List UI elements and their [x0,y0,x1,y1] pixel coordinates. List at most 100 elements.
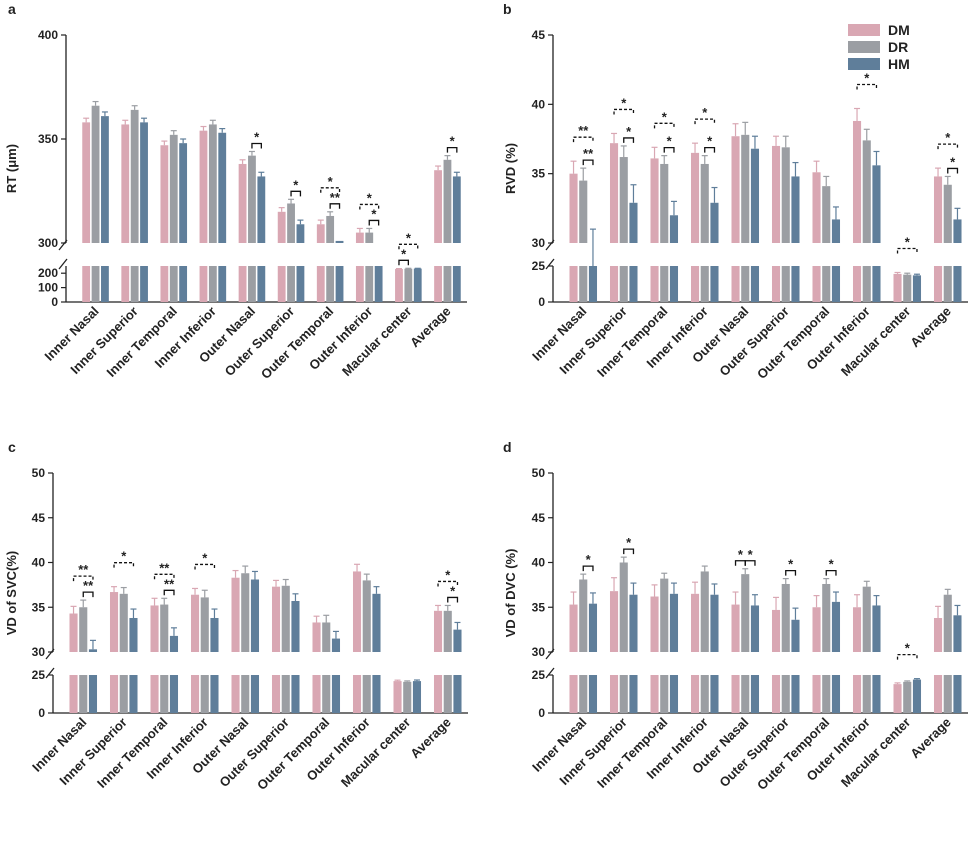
bar-dm-lower [433,675,443,713]
bar-dr [322,622,331,652]
bar-hm-lower [953,266,962,302]
bar-dm [569,173,578,243]
bar-hm [250,579,260,652]
bar-dm [395,269,403,302]
bar-dm [316,224,325,243]
significance-label: * [586,552,592,567]
bar-dr [660,163,669,243]
bar-dm [609,143,619,243]
bar-dr [281,585,290,652]
significance-label: * [254,129,260,144]
bar-hm [452,176,461,243]
bar-dr [326,215,335,243]
bracket-line [163,589,175,596]
bar-hm [872,165,881,243]
bar-dm [933,617,943,652]
bar-dr-lower [943,266,952,302]
bracket-line [320,187,341,193]
bar-hm-lower [169,675,179,713]
y-tick-label: 0 [538,295,545,309]
bar-dm [852,120,862,243]
significance-bracket: * [251,129,262,149]
x-tick-label: Inner Temporal [594,304,670,380]
bracket-line [947,167,959,174]
bar-dr [903,274,912,302]
bar-hm-lower [140,266,148,302]
y-tick-label: 35 [532,600,546,614]
bar-dm-lower [650,266,659,302]
y-tick-label: 30 [32,645,46,659]
significance-label: * [450,134,456,149]
bar-dr [130,109,139,243]
bracket-line [153,573,175,580]
bracket-line [785,569,797,576]
significance-bracket: * [446,134,458,153]
x-tick-label: Macular center [838,715,913,790]
bar-dm-lower [352,675,362,713]
bar-dm-lower [150,675,159,713]
significance-label: * [328,174,334,189]
bar-dr [822,583,831,652]
bar-dr [579,180,588,243]
bar-dr [79,607,88,652]
bar-dm [434,170,442,243]
bar-dm [852,607,862,652]
bar-hm [257,176,266,243]
x-tick-label: Outer Superior [716,715,791,790]
legend-swatch-dm [848,24,880,36]
bar-hm-lower [335,266,344,302]
bar-hm [953,615,962,652]
bracket-line [368,219,380,226]
bar-hm [831,601,841,652]
bracket-line [623,548,635,555]
bar-dr-lower [700,675,709,713]
significance-label: * [367,190,373,205]
y-tick-label: 40 [32,556,46,570]
bar-dr [822,186,831,243]
bar-hm [88,649,98,652]
bar-hm [831,219,841,243]
bar-dr-lower [362,675,371,713]
bar-dm [731,604,740,652]
bar-hm [101,116,109,243]
bar-dr [362,580,371,652]
bar-dm-lower [434,266,442,302]
significance-label: * [945,130,951,145]
significance-bracket: * [368,206,380,226]
bar-dr-lower [619,266,628,302]
bar-dm-lower [238,266,247,302]
bar-dr-lower [579,675,588,713]
bar-hm [669,593,679,652]
bar-dr [91,105,100,243]
y-tick-label: 45 [32,511,46,525]
bar-hm [412,681,422,713]
bar-hm [372,593,381,652]
bar-dm [609,591,619,652]
significance-label: ** [330,190,341,205]
panel-letter: b [503,1,512,17]
significance-bracket: * [653,109,675,129]
significance-bracket: ** [582,146,594,166]
bar-dm-lower [690,266,700,302]
y-tick-label: 0 [538,706,545,720]
bar-hm [953,219,962,243]
significance-bracket: ** [572,123,594,143]
bar-dm [812,172,821,243]
bar-dr-lower [130,266,139,302]
legend-swatch-dr [848,41,880,53]
bar-hm-lower [953,675,962,713]
bar-hm-lower [831,675,841,713]
bracket-line [359,203,380,210]
bracket-line [398,259,409,266]
axis-break-mark [545,258,555,270]
bar-dr-lower [79,675,88,713]
significance-bracket: * [694,105,716,125]
significance-label: * [626,535,632,550]
significance-bracket: ** [329,190,341,209]
axis-break-mark [58,258,68,270]
significance-bracket: * [937,130,959,150]
significance-bracket: * [194,550,216,570]
bar-dr-lower [248,266,256,302]
significance-label: * [371,206,377,221]
